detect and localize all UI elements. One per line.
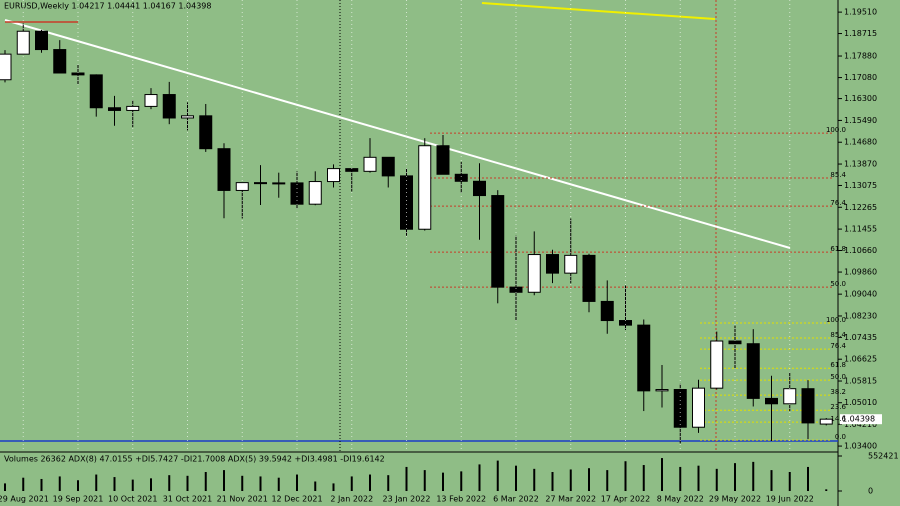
fib-label: 76.4	[830, 199, 846, 207]
x-tick-label: 19 Jun 2022	[766, 495, 814, 504]
x-tick-label: 19 Sep 2021	[53, 495, 104, 504]
candle-body	[637, 324, 651, 392]
y-tick-label: 1.14680	[844, 138, 877, 147]
fib-label: 61.8	[830, 245, 846, 253]
fib-label: 50.0	[830, 280, 846, 288]
fib-label: 85.4	[830, 171, 846, 179]
y-tick-label: 1.07435	[844, 333, 877, 342]
y-tick-label: 1.19510	[844, 8, 877, 17]
candle-body	[819, 418, 833, 425]
candle-body	[144, 94, 158, 107]
candle-body	[272, 182, 286, 185]
x-tick-label: 29 May 2022	[709, 495, 761, 504]
candle-body	[381, 156, 395, 177]
x-tick-label: 17 Apr 2022	[601, 495, 650, 504]
y-tick-label: 1.16300	[844, 94, 877, 103]
trendline-yellow	[481, 2, 716, 20]
candle-body	[217, 148, 231, 191]
fib-label: 0.0	[835, 433, 846, 441]
candle-body	[0, 53, 12, 81]
y-tick-label: 1.04210	[844, 420, 877, 429]
candle-body	[436, 145, 450, 175]
y-tick-label: 1.12265	[844, 203, 877, 212]
v-tick-label: 0	[868, 487, 873, 496]
indicator-title: Volumes 26362 ADX(8) 47.0155 +DI5.7427 -…	[4, 455, 385, 464]
last-price-label: 1.04398	[842, 415, 875, 424]
candle-body	[473, 180, 486, 197]
candle-body	[327, 168, 340, 183]
y-tick-label: 1.05815	[844, 377, 877, 386]
x-tick-label: 29 Aug 2021	[0, 495, 49, 504]
candle-body	[162, 94, 176, 119]
candle-body	[527, 254, 541, 293]
x-tick-label: 10 Oct 2021	[108, 495, 157, 504]
candle-body	[582, 254, 596, 302]
fib-label: 61.8	[830, 361, 846, 369]
y-tick-label: 1.03400	[844, 442, 877, 451]
x-tick-label: 13 Feb 2022	[436, 495, 486, 504]
trendline	[4, 19, 791, 249]
y-tick-label: 1.05010	[844, 398, 877, 407]
y-tick-label: 1.13075	[844, 181, 877, 190]
x-tick-label: 6 Mar 2022	[493, 495, 539, 504]
candle-body	[801, 388, 815, 424]
fib-label: 85.4	[830, 331, 846, 339]
fib-label: 14.6	[830, 415, 846, 423]
candle-body	[418, 145, 432, 230]
candle-body	[71, 72, 85, 76]
candle-body	[363, 156, 377, 172]
candle-body	[710, 340, 724, 389]
fib-label: 50.0	[830, 373, 846, 381]
x-tick-label: 8 May 2022	[657, 495, 704, 504]
y-tick-label: 1.06625	[844, 355, 877, 364]
candle-body	[108, 107, 121, 111]
x-tick-label: 31 Oct 2021	[163, 495, 212, 504]
candle-body	[254, 182, 267, 185]
candle-body	[308, 181, 322, 205]
candle-body	[53, 49, 67, 74]
candle-body	[491, 195, 505, 288]
x-tick-label: 27 Mar 2022	[545, 495, 596, 504]
y-tick-label: 1.18715	[844, 29, 877, 38]
y-tick-label: 1.09860	[844, 268, 877, 277]
y-tick-label: 1.13870	[844, 160, 877, 169]
last-price-box	[840, 414, 882, 425]
candle-body	[509, 286, 523, 293]
candle-body	[400, 175, 413, 230]
candle-body	[728, 340, 742, 345]
candle-body	[199, 115, 213, 150]
x-tick-label: 23 Jan 2022	[383, 495, 431, 504]
fib-label: 38.2	[830, 388, 846, 396]
candle-body	[692, 387, 705, 428]
x-tick-label: 2 Jan 2022	[330, 495, 373, 504]
x-tick-label: 12 Dec 2021	[271, 495, 322, 504]
candle-body	[454, 173, 468, 182]
candle-body	[546, 254, 559, 274]
candle-body	[16, 30, 30, 55]
y-tick-label: 1.09040	[844, 290, 877, 299]
v-tick-label: 552421	[868, 452, 899, 461]
candle-body	[35, 30, 48, 51]
y-tick-label: 1.10660	[844, 246, 877, 255]
y-tick-label: 1.17080	[844, 73, 877, 82]
candle-body	[89, 74, 103, 109]
fib-label: 100.0	[826, 316, 846, 324]
y-tick-label: 1.15490	[844, 116, 877, 125]
chart-title: EURUSD,Weekly 1.04217 1.04441 1.04167 1.…	[4, 2, 211, 11]
fib-label: 23.6	[830, 403, 846, 411]
fib-label: 76.4	[830, 342, 846, 350]
candle-body	[235, 182, 249, 191]
candle-body	[746, 343, 760, 399]
x-tick-label: 21 Nov 2021	[217, 495, 268, 504]
candle-body	[600, 300, 614, 322]
candle-body	[655, 389, 669, 392]
fib-label: 100.0	[826, 126, 846, 134]
y-tick-label: 1.08230	[844, 311, 877, 320]
y-tick-label: 1.11455	[844, 225, 877, 234]
candle-body	[765, 397, 778, 405]
candle-body	[345, 168, 359, 172]
y-tick-label: 1.17880	[844, 52, 877, 61]
